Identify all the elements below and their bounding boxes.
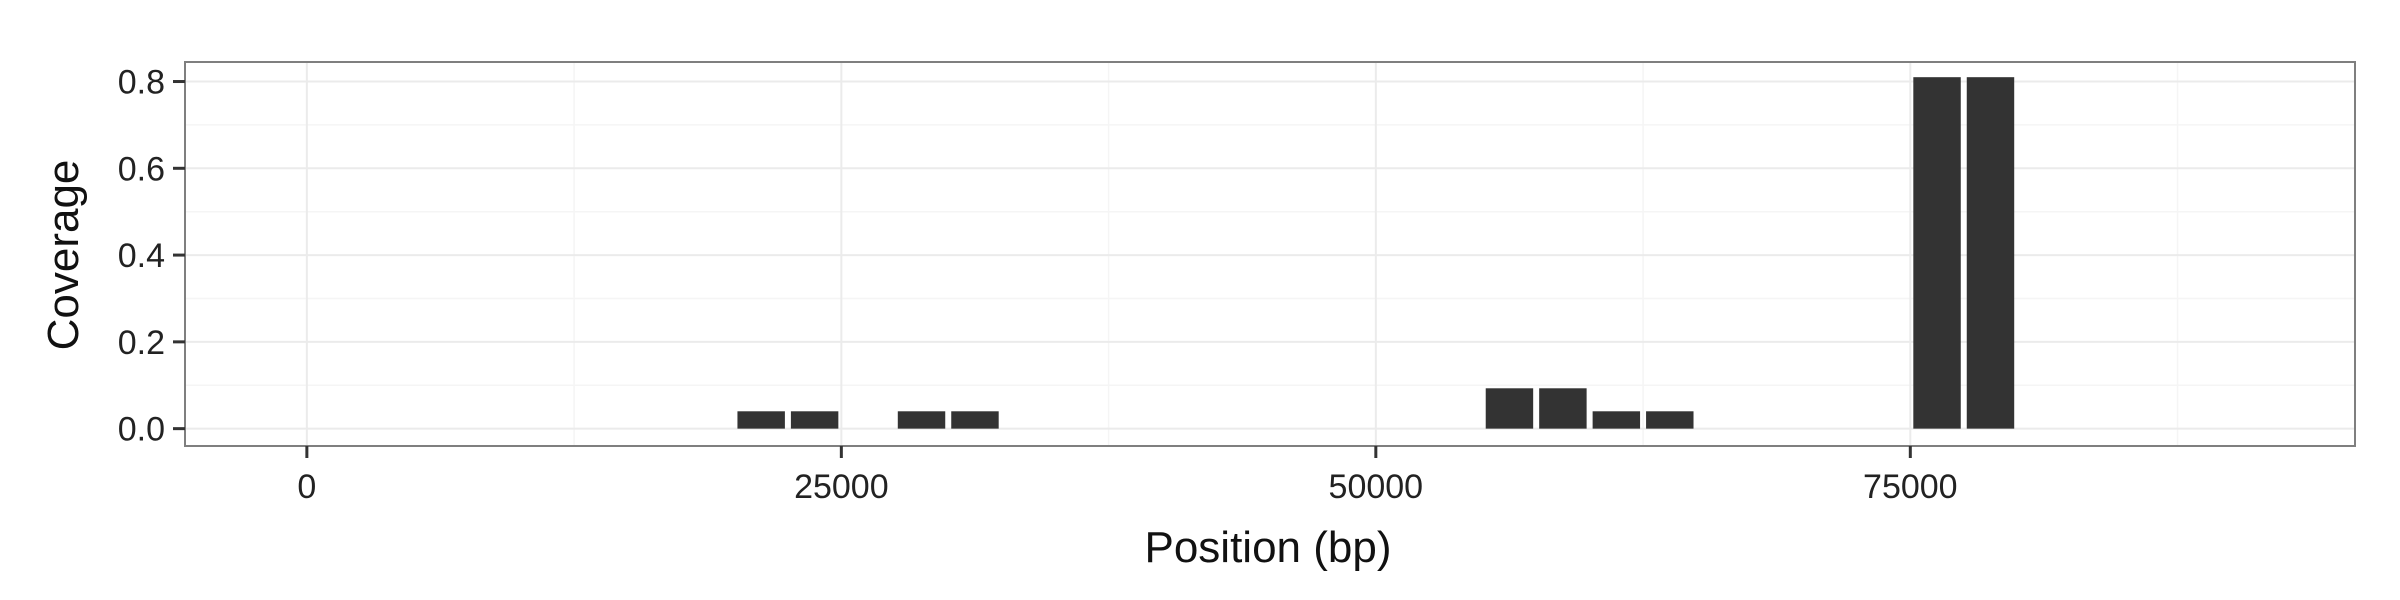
y-tick-label: 0.8 [118,64,165,102]
x-axis-title: Position (bp) [1144,523,1391,572]
x-tick-label: 25000 [794,468,889,506]
x-tick-label: 50000 [1329,468,1424,506]
bars [737,77,2015,429]
y-tick-label: 0.4 [118,237,165,275]
panel-background [185,62,2355,446]
bar [897,411,946,429]
grid-lines [185,62,2355,446]
x-tick-label: 75000 [1863,468,1958,506]
y-tick-label: 0.2 [118,324,165,362]
bar [1966,77,2015,429]
x-axis: 0 25000 50000 75000 [297,446,1958,506]
bar [1539,388,1587,429]
x-tick-label: 0 [297,468,316,506]
y-tick-label: 0.6 [118,150,165,188]
bar [1485,388,1534,429]
y-axis: 0.0 0.2 0.4 0.6 0.8 [118,64,185,449]
bar [1913,77,1961,429]
y-tick-label: 0.0 [118,411,165,449]
bar [1646,411,1694,429]
bar [951,411,999,429]
bar [790,411,839,429]
bar [737,411,785,429]
bar [1592,411,1641,429]
y-axis-title: Coverage [39,160,88,351]
